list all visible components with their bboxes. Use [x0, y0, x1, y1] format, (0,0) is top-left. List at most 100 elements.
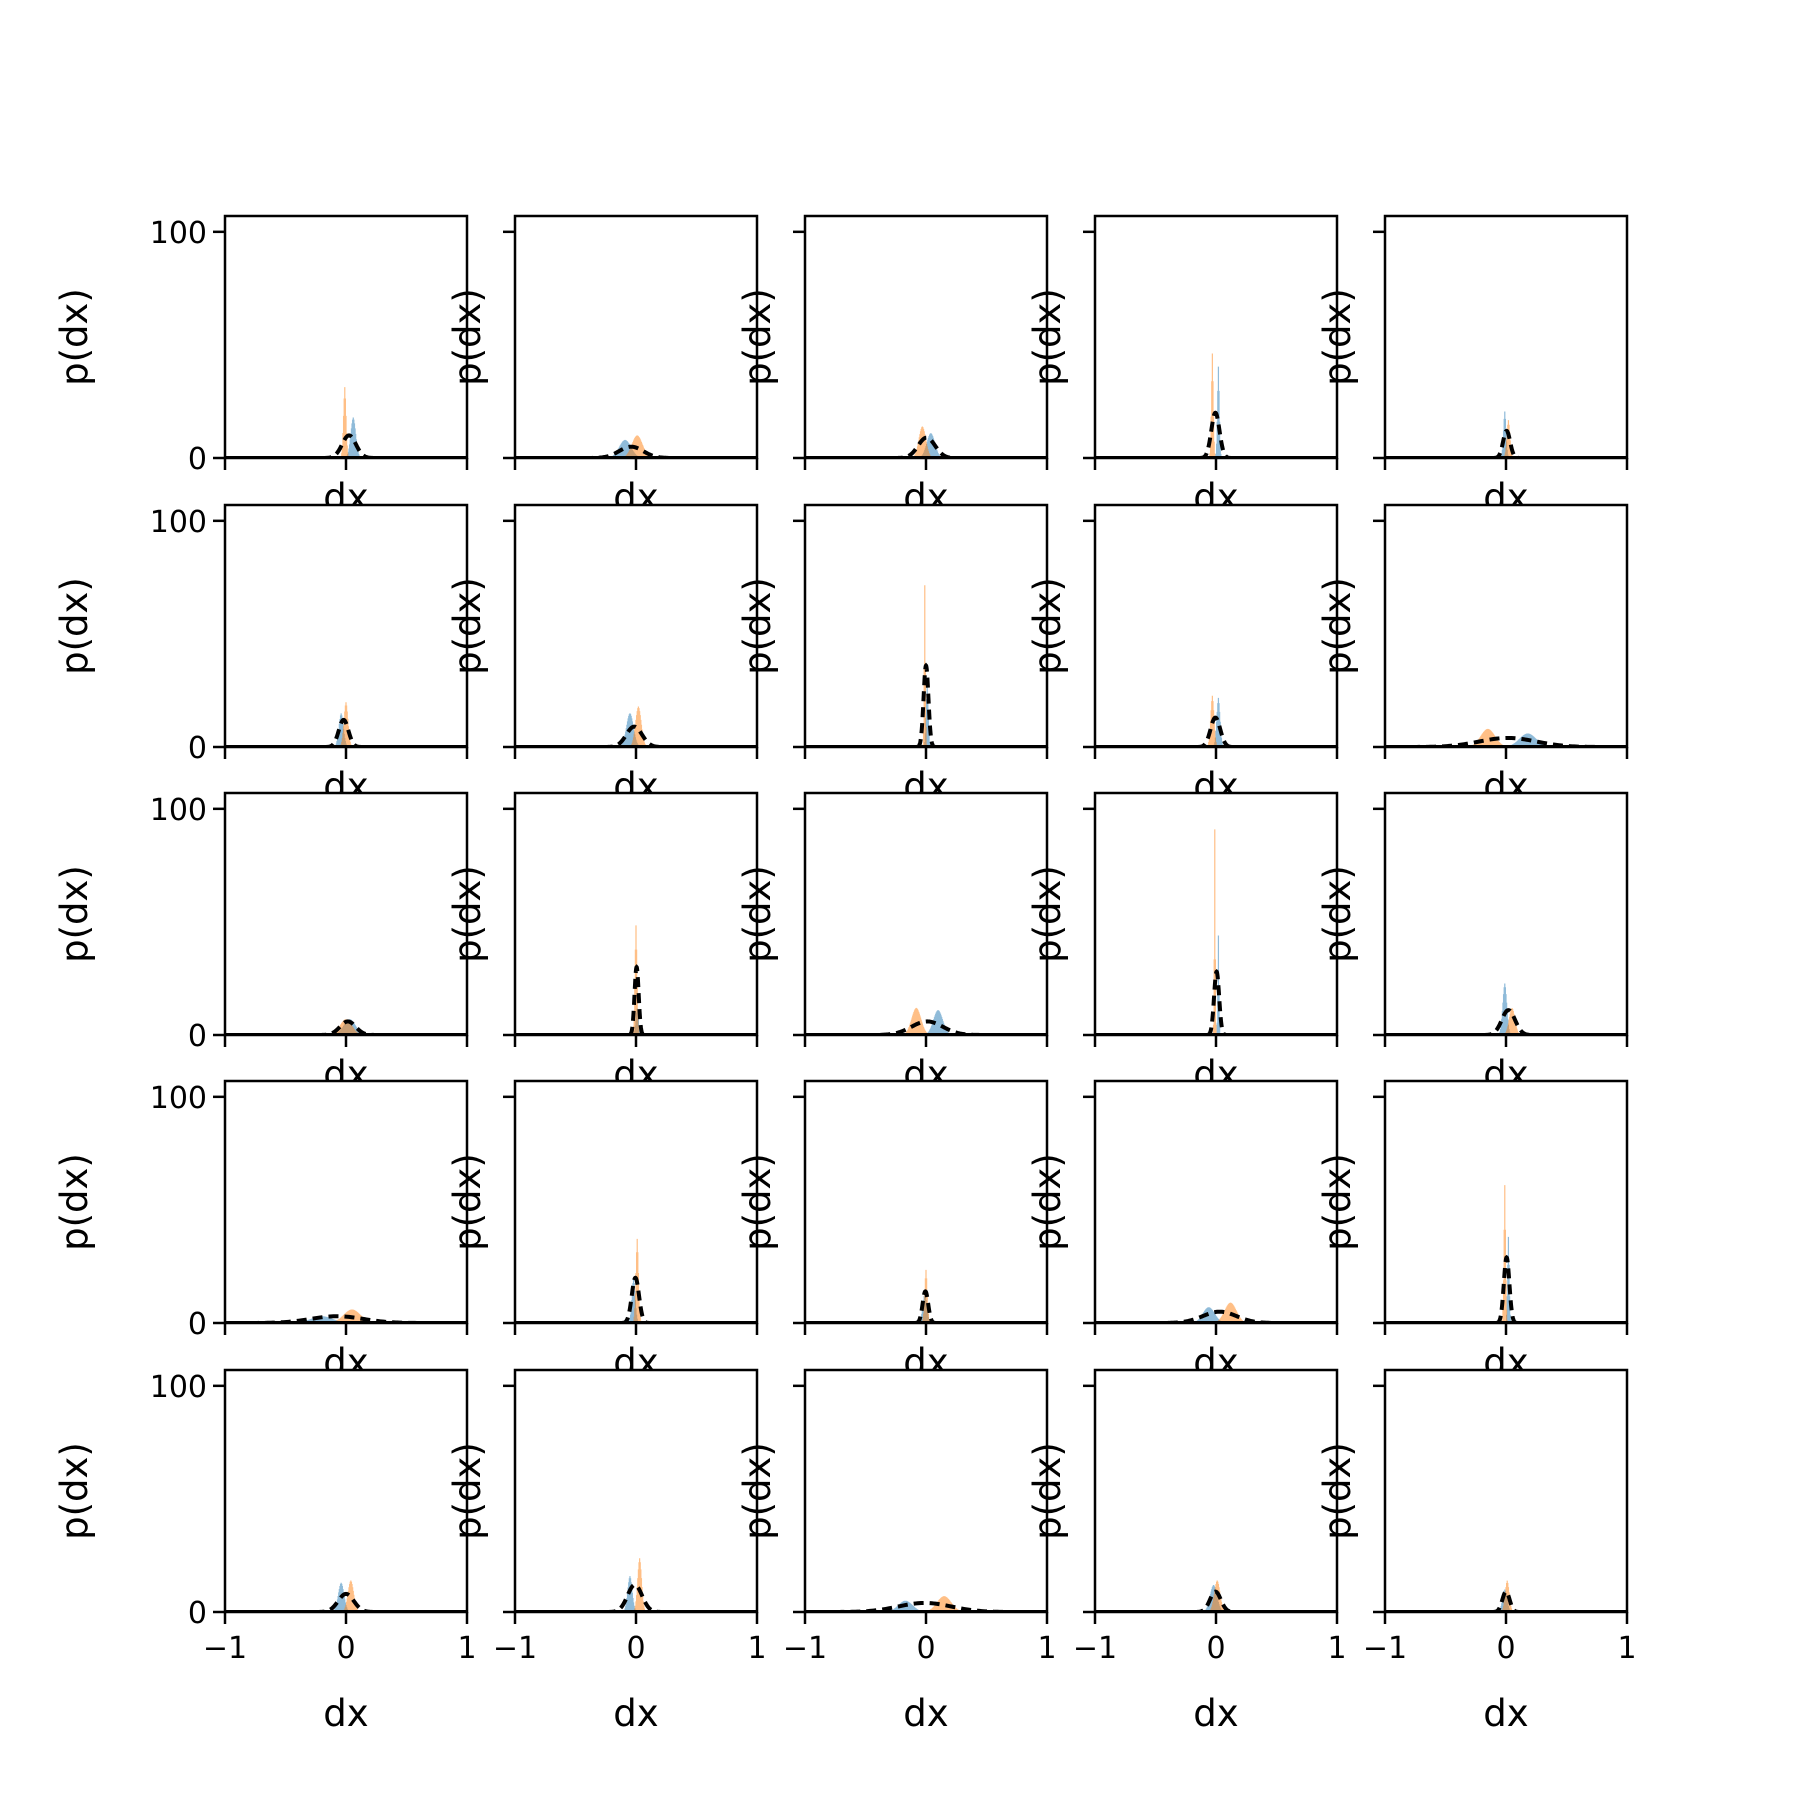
dashed-density-line: [1198, 410, 1232, 458]
axes-background: [1385, 1370, 1627, 1612]
dashed-density-line: [316, 1019, 380, 1035]
subplot-r2-c3: dxp(dx): [736, 503, 1049, 808]
y-tick-label: 100: [150, 1081, 207, 1116]
subplot-data: [225, 1019, 467, 1035]
subplot-data: [805, 585, 1047, 747]
y-axis-label: p(dx): [736, 1153, 779, 1251]
y-tick-label: 0: [188, 1596, 207, 1631]
subplot-data: [225, 387, 467, 458]
subplot-data: [805, 426, 1047, 458]
subplot-data: [1095, 353, 1337, 458]
x-axis-label: dx: [903, 1692, 948, 1735]
y-axis-label: p(dx): [1026, 865, 1069, 963]
histogram-orange: [1385, 1580, 1627, 1612]
y-axis-label: p(dx): [53, 1442, 96, 1540]
histogram-orange: [805, 426, 1047, 458]
axes-background: [225, 1370, 467, 1612]
y-tick-label: 0: [188, 731, 207, 766]
subplot-r3-c3: dxp(dx): [736, 791, 1049, 1096]
x-tick-label: 1: [1617, 1631, 1636, 1666]
subplot-r2-c2: dxp(dx): [446, 503, 759, 808]
subplot-data: [1385, 411, 1627, 458]
subplot-r3-c5: dxp(dx): [1316, 791, 1629, 1096]
y-tick-label: 0: [188, 442, 207, 477]
x-tick-label: 0: [626, 1631, 645, 1666]
axes-background: [515, 505, 757, 747]
y-axis-label: p(dx): [446, 1442, 489, 1540]
x-tick-label: 1: [457, 1631, 476, 1666]
subplot-data: [515, 1238, 757, 1323]
y-tick-label: 100: [150, 505, 207, 540]
histogram-orange: [805, 585, 1047, 747]
y-axis-label: p(dx): [53, 865, 96, 963]
y-axis-label: p(dx): [736, 577, 779, 675]
x-axis-label: dx: [323, 1692, 368, 1735]
y-axis-label: p(dx): [736, 865, 779, 963]
histogram-orange: [515, 1558, 757, 1612]
subplot-r3-c4: dxp(dx): [1026, 791, 1339, 1096]
axes-background: [1095, 505, 1337, 747]
histogram-blue: [1095, 1307, 1337, 1323]
x-tick-label: 0: [336, 1631, 355, 1666]
axes-background: [515, 1370, 757, 1612]
y-tick-label: 0: [188, 1307, 207, 1342]
subplot-data: [515, 925, 757, 1035]
x-tick-label: 0: [1206, 1631, 1225, 1666]
subplot-r1-c4: dxp(dx): [1026, 214, 1339, 519]
histogram-orange: [225, 1019, 467, 1035]
axes-background: [1095, 1370, 1337, 1612]
histogram-orange: [515, 706, 757, 747]
axes-frame: [1093, 214, 1339, 460]
subplot-r5-c4: −1 0 1 dx p(dx): [1026, 1368, 1347, 1735]
y-axis-label: p(dx): [1316, 1153, 1359, 1251]
histogram-orange: [1095, 829, 1337, 1035]
histogram-orange: [1095, 353, 1337, 458]
histogram-orange: [225, 702, 467, 747]
y-tick-label: 100: [150, 216, 207, 251]
y-axis-label: p(dx): [1316, 1442, 1359, 1540]
histogram-orange: [1385, 420, 1627, 458]
y-axis-label: p(dx): [1316, 288, 1359, 386]
subplot-r4-c2: dxp(dx): [446, 1079, 759, 1384]
subplot-r1-c3: dxp(dx): [736, 214, 1049, 519]
y-axis-label: p(dx): [1316, 577, 1359, 675]
axes-background: [225, 1081, 467, 1323]
subplot-r5-c5: −1 0 1 dx p(dx): [1316, 1368, 1637, 1735]
histogram-orange: [225, 387, 467, 458]
y-axis-label: p(dx): [446, 865, 489, 963]
subplot-r4-c3: dxp(dx): [736, 1079, 1049, 1384]
histogram-orange: [225, 1580, 467, 1612]
x-axis-label: dx: [1193, 1692, 1238, 1735]
y-axis-label: p(dx): [1316, 865, 1359, 963]
axes-background: [805, 793, 1047, 1035]
y-axis-label: p(dx): [1026, 577, 1069, 675]
x-tick-label: 0: [916, 1631, 935, 1666]
y-axis-label: p(dx): [53, 1153, 96, 1251]
axes-background: [225, 793, 467, 1035]
x-tick-label: −1: [1363, 1631, 1407, 1666]
histogram-blue: [1095, 697, 1337, 747]
subplot-r4-c5: dxp(dx): [1316, 1079, 1629, 1384]
y-axis-label: p(dx): [446, 577, 489, 675]
subplot-r1-c5: dxp(dx): [1316, 214, 1629, 519]
x-tick-label: −1: [783, 1631, 827, 1666]
x-tick-label: −1: [1073, 1631, 1117, 1666]
subplot-r5-c3: −1 0 1 dx p(dx): [736, 1368, 1057, 1735]
subplot-r2-c4: dxp(dx): [1026, 503, 1339, 808]
axes-background: [805, 1370, 1047, 1612]
histogram-orange: [1095, 1580, 1337, 1612]
axes-background: [1095, 1081, 1337, 1323]
dashed-density-line: [916, 662, 936, 747]
subplot-r4-c4: dxp(dx): [1026, 1079, 1339, 1384]
axes-background: [1385, 505, 1627, 747]
y-axis-label: p(dx): [1026, 288, 1069, 386]
y-axis-label: p(dx): [53, 288, 96, 386]
y-axis-label: p(dx): [736, 288, 779, 386]
axes-frame: [803, 214, 1049, 460]
subplot-data: [1385, 1185, 1627, 1323]
x-axis-label: dx: [1483, 1692, 1528, 1735]
